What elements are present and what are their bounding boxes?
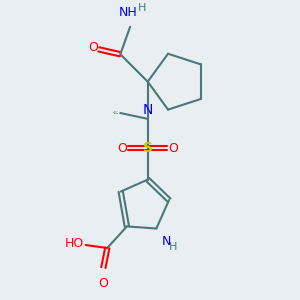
Text: H: H	[169, 242, 178, 252]
Text: N: N	[142, 103, 153, 117]
Text: N: N	[161, 236, 171, 248]
Text: methyl: methyl	[113, 110, 119, 112]
Text: S: S	[143, 141, 153, 155]
Text: H: H	[138, 3, 146, 13]
Text: O: O	[117, 142, 127, 155]
Text: methyl: methyl	[113, 112, 119, 114]
Text: O: O	[98, 277, 108, 290]
Text: methyl: methyl	[112, 111, 117, 112]
Text: NH: NH	[119, 6, 137, 19]
Text: HO: HO	[64, 237, 84, 250]
Text: O: O	[88, 41, 98, 54]
Text: O: O	[168, 142, 178, 155]
